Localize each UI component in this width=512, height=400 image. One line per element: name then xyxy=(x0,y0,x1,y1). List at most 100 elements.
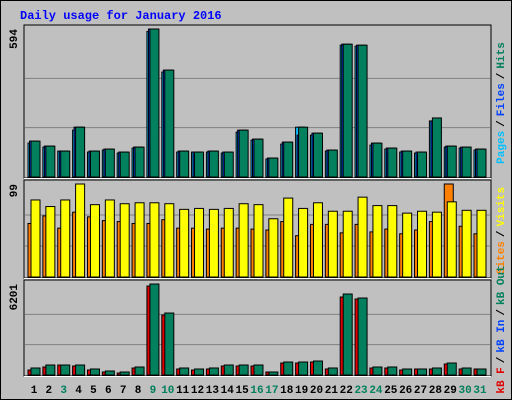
bar xyxy=(60,150,71,178)
bar xyxy=(253,364,264,376)
bar xyxy=(208,367,219,376)
bar xyxy=(327,367,338,376)
bar xyxy=(402,212,413,278)
bar xyxy=(179,208,190,278)
bar xyxy=(402,150,413,178)
bar xyxy=(60,199,71,278)
x-tick-label: 18 xyxy=(280,385,294,397)
bar xyxy=(104,370,115,376)
bar xyxy=(476,368,487,376)
bar xyxy=(357,196,368,278)
x-tick-label: 3 xyxy=(60,385,67,397)
y-tick-label: 594 xyxy=(9,29,21,49)
bar xyxy=(283,141,294,178)
legend-entry: kB In xyxy=(496,320,508,353)
bar xyxy=(417,368,428,376)
bar xyxy=(30,367,41,376)
x-tick-label: 19 xyxy=(295,385,308,397)
bar xyxy=(446,201,457,278)
bar xyxy=(194,207,205,278)
x-tick-label: 27 xyxy=(414,385,427,397)
legend: kB F / kB In / kB Out xyxy=(496,265,508,393)
legend-separator: / xyxy=(496,309,508,316)
legend: Sites / Visits xyxy=(496,187,508,274)
bar xyxy=(298,361,309,376)
bar xyxy=(134,146,145,178)
bar xyxy=(60,364,71,376)
bar xyxy=(238,364,249,376)
bar xyxy=(461,146,472,178)
bar xyxy=(387,205,398,278)
x-tick-label: 5 xyxy=(90,385,97,397)
bar xyxy=(253,204,264,278)
legend-entry: Pages xyxy=(496,131,508,164)
x-tick-label: 29 xyxy=(444,385,457,397)
x-tick-label: 21 xyxy=(325,385,339,397)
x-tick-label: 12 xyxy=(191,385,204,397)
bar xyxy=(342,293,353,376)
bar xyxy=(45,206,56,278)
bar xyxy=(461,209,472,278)
bar xyxy=(357,297,368,376)
x-tick-label: 28 xyxy=(429,385,443,397)
y-tick-label: 99 xyxy=(9,184,21,197)
bar xyxy=(387,147,398,178)
bar xyxy=(461,367,472,376)
legend: Pages / Files / Hits xyxy=(496,42,508,164)
bar xyxy=(179,150,190,178)
bar xyxy=(149,28,160,178)
legend-entry: Sites xyxy=(496,241,508,274)
bar xyxy=(417,151,428,178)
bar xyxy=(119,371,130,376)
bar xyxy=(268,218,279,278)
bar xyxy=(238,203,249,278)
bar xyxy=(431,211,442,278)
bar xyxy=(89,368,100,376)
bar xyxy=(268,371,279,376)
x-tick-label: 24 xyxy=(369,385,383,397)
bar xyxy=(149,202,160,278)
legend-separator: / xyxy=(496,120,508,127)
bar xyxy=(75,126,86,178)
bar xyxy=(223,207,234,278)
bar xyxy=(372,205,383,278)
x-tick-label: 26 xyxy=(399,385,412,397)
legend-separator: / xyxy=(496,230,508,237)
bar xyxy=(431,117,442,178)
bar xyxy=(372,142,383,178)
bar xyxy=(119,203,130,278)
bar xyxy=(327,210,338,278)
bar xyxy=(312,360,323,376)
x-tick-label: 17 xyxy=(265,385,278,397)
legend-entry: Files xyxy=(496,83,508,116)
bar xyxy=(342,210,353,278)
bar xyxy=(298,207,309,278)
bar xyxy=(119,151,130,178)
x-tick-label: 11 xyxy=(176,385,190,397)
bar xyxy=(312,132,323,178)
bar xyxy=(164,69,175,178)
bar xyxy=(431,367,442,376)
legend-entry: Visits xyxy=(496,187,508,227)
x-tick-label: 1 xyxy=(31,385,38,397)
bar xyxy=(149,283,160,376)
bar xyxy=(283,197,294,278)
x-tick-label: 30 xyxy=(459,385,472,397)
bar xyxy=(134,202,145,278)
y-tick-label: 6201 xyxy=(9,284,21,311)
bar xyxy=(194,368,205,376)
bar xyxy=(238,129,249,178)
legend-entry: kB Out xyxy=(496,265,508,305)
bar xyxy=(134,366,145,376)
x-tick-label: 13 xyxy=(206,385,220,397)
bar xyxy=(446,145,457,178)
bar xyxy=(476,209,487,278)
x-tick-label: 25 xyxy=(384,385,398,397)
legend-separator: / xyxy=(496,356,508,363)
bar xyxy=(446,362,457,376)
x-tick-label: 2 xyxy=(46,385,53,397)
x-tick-label: 31 xyxy=(473,385,487,397)
bar xyxy=(357,44,368,178)
